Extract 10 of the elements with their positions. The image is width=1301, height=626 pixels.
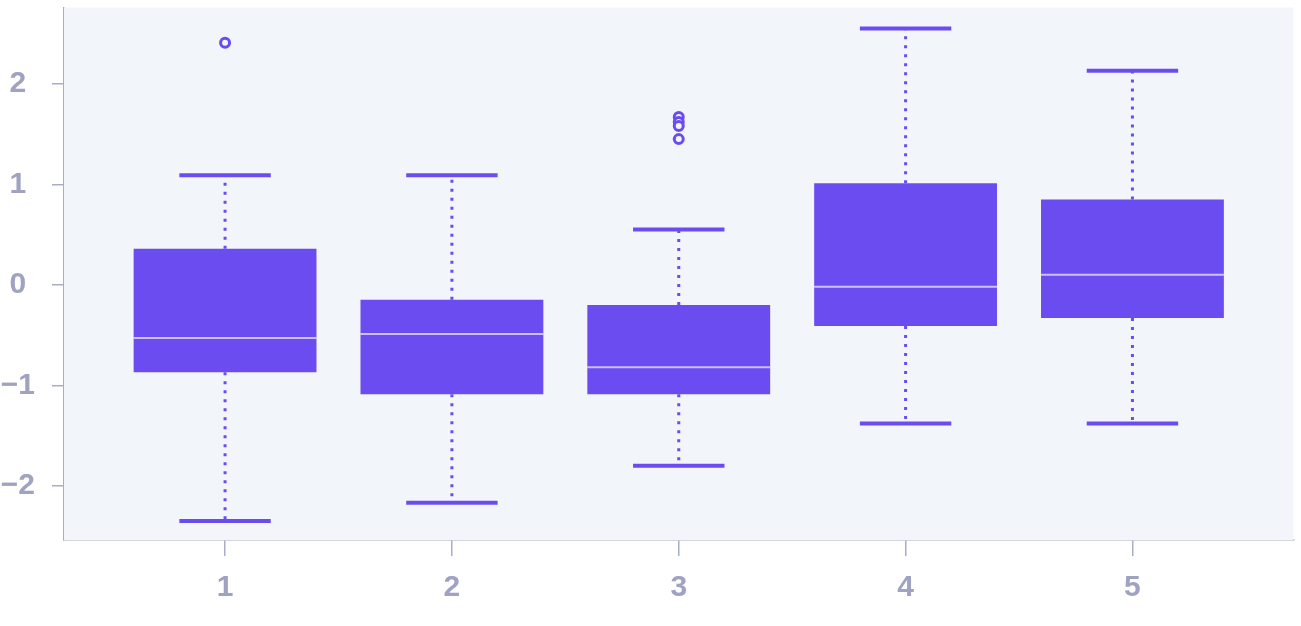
y-tick-label: 2 xyxy=(9,65,27,99)
x-tick-label: 2 xyxy=(443,569,461,603)
x-tick-label: 4 xyxy=(897,569,915,603)
x-tick-label: 3 xyxy=(670,569,688,603)
y-tick-label: −1 xyxy=(0,366,36,400)
y-tick-label: 1 xyxy=(9,165,27,199)
x-tick-label: 1 xyxy=(216,569,234,603)
y-tick-label: −2 xyxy=(0,467,36,501)
y-tick-label: 0 xyxy=(9,266,27,300)
x-tick-label: 5 xyxy=(1124,569,1141,603)
